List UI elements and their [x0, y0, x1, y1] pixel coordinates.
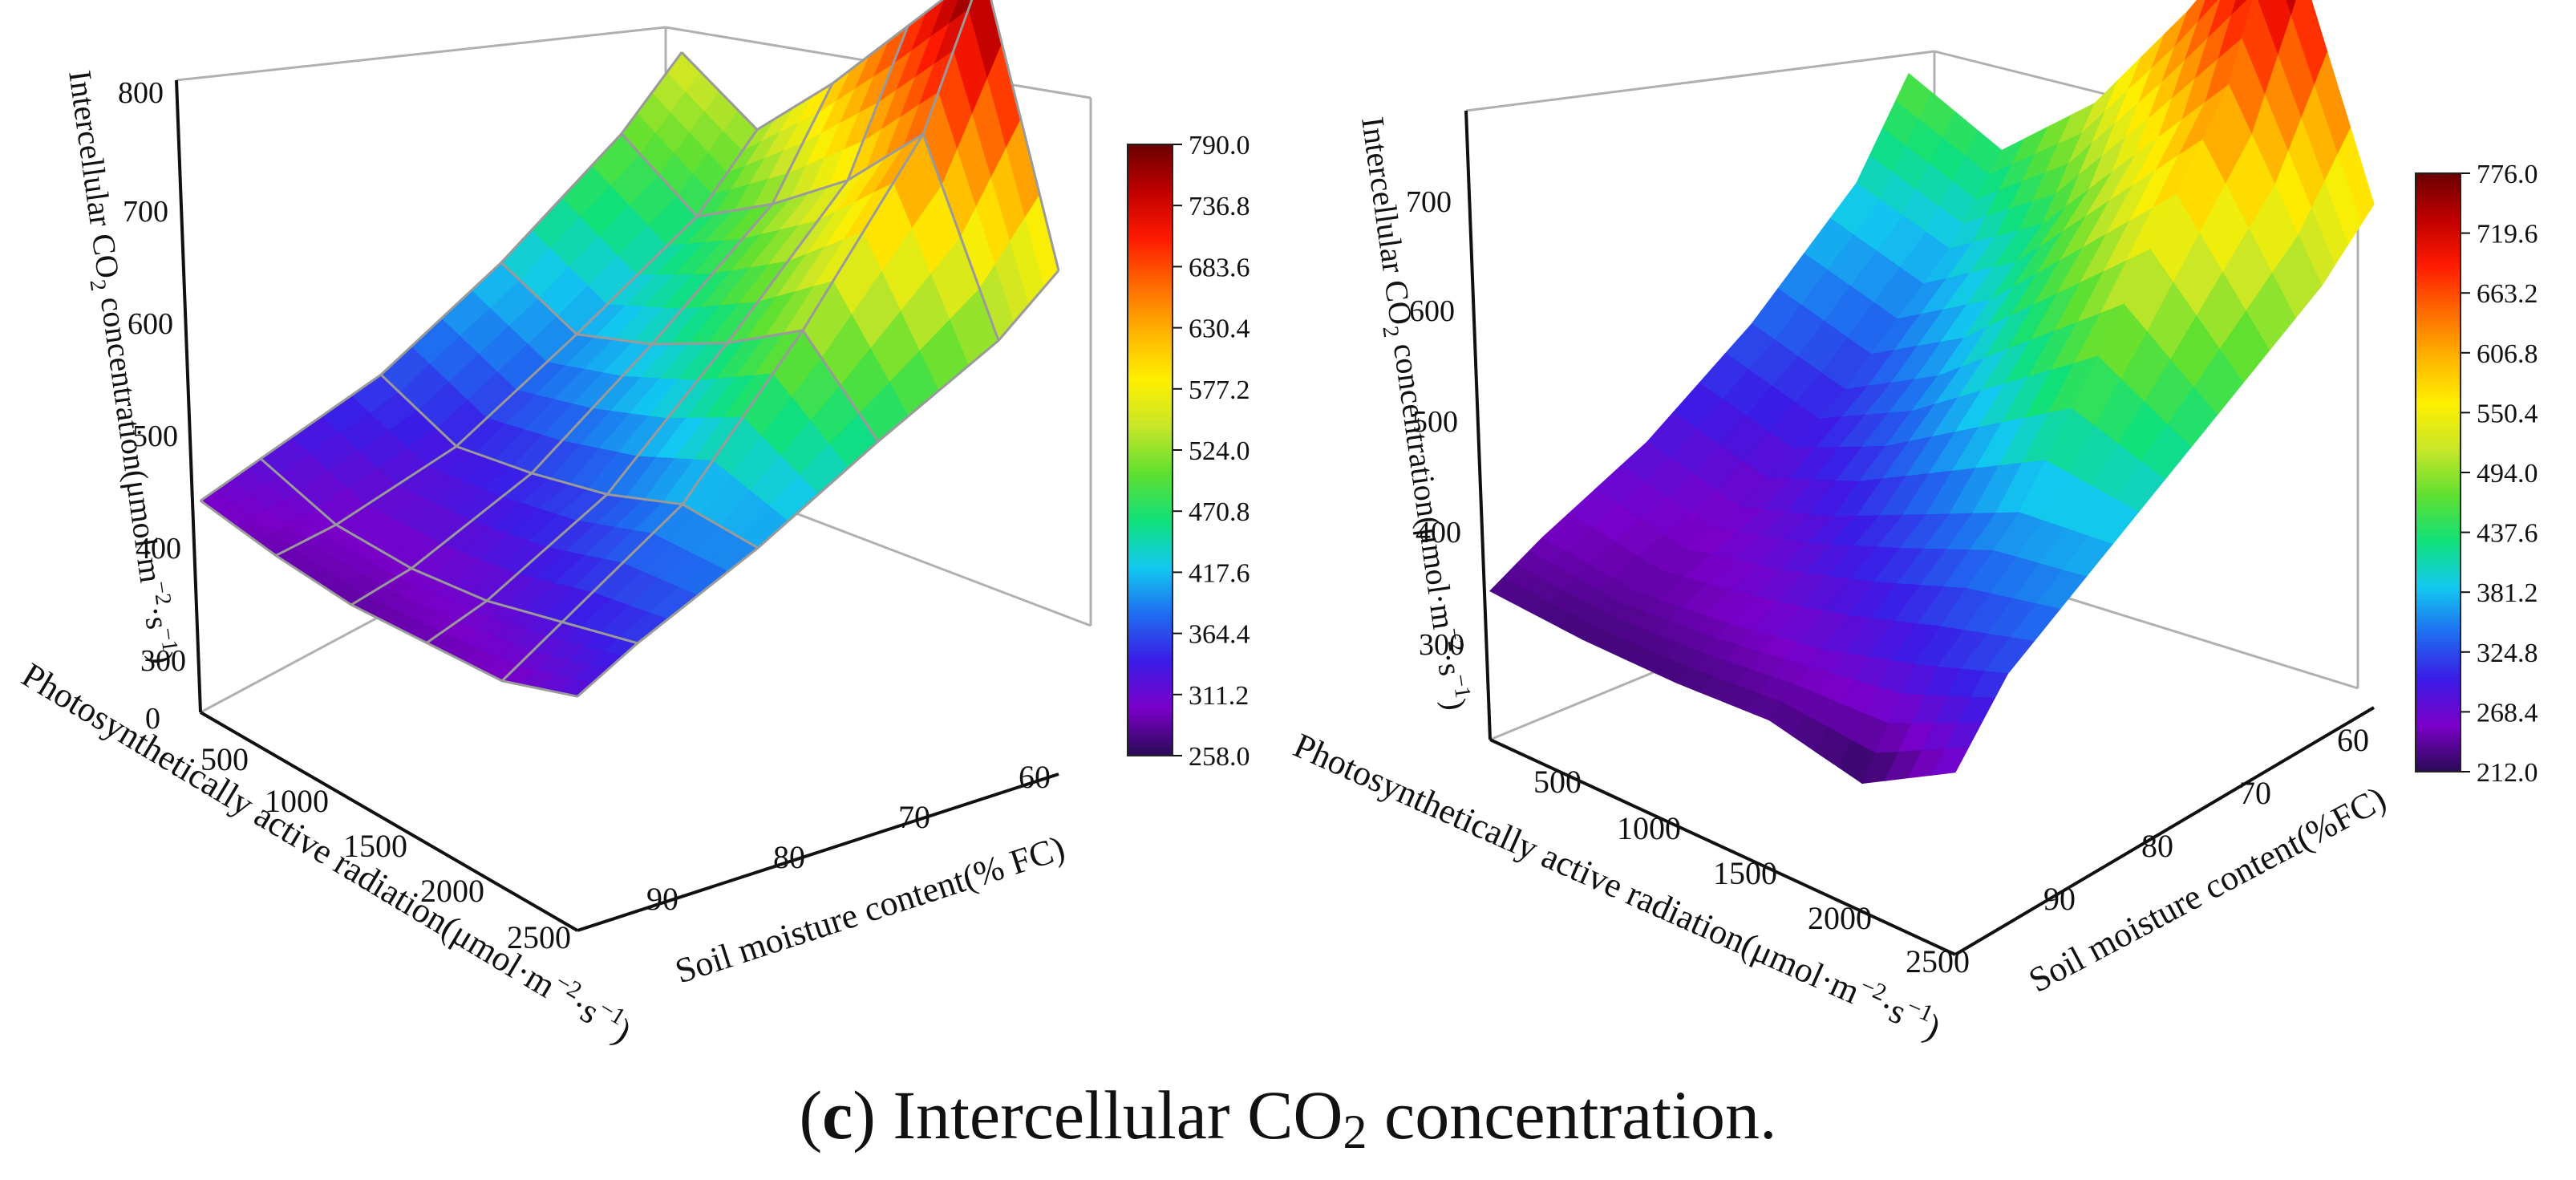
mesh-line [577, 270, 1060, 698]
x-tick-label: 1000 [1617, 810, 1681, 846]
colorbar-ticks: 790.0 736.8 683.6 630.4 577.2 524.0 470.8 417.6… [1173, 131, 1250, 772]
colorbar-tick-label: 381.2 [2477, 578, 2538, 608]
x-axis-line [1489, 738, 1956, 956]
z-axis-line [1464, 110, 1492, 740]
x-tick-label: 1500 [343, 828, 407, 864]
y-axis-label: Soil moisture content(%FC) [2023, 779, 2392, 1000]
y-tick-label: 80 [2141, 828, 2173, 864]
colorbar-tick-label: 470.8 [1189, 497, 1250, 527]
colorbar-gradient [2415, 172, 2461, 772]
z-tick-label: 400 [136, 532, 181, 566]
colorbar-tick-label: 437.6 [2477, 519, 2538, 549]
colorbar-tick-label: 606.8 [2477, 339, 2538, 369]
z-tick-label: 500 [132, 420, 178, 453]
x-tick-label: 2500 [1906, 943, 1970, 979]
colorbar-tick-label: 577.2 [1189, 375, 1250, 405]
mesh-line [426, 25, 909, 644]
colorbar-tick-label: 550.4 [2477, 399, 2538, 428]
mesh-line [275, 128, 759, 557]
y-axis: 60 70 80 90 Soil moisture content(% FC) [577, 759, 1069, 991]
mesh-line [620, 132, 1000, 342]
y-tick-label: 70 [898, 799, 930, 835]
box-edge [1465, 50, 1935, 112]
colorbar-tick-label: 776.0 [2477, 160, 2538, 189]
z-tick-label: 300 [140, 644, 186, 678]
y-tick-label: 90 [646, 881, 678, 917]
mesh-line [500, 0, 974, 682]
surface [199, 0, 1060, 698]
colorbar-tick-label: 663.2 [2477, 279, 2538, 309]
y-tick-label: 60 [2337, 722, 2369, 758]
colorbar-tick-label: 364.4 [1189, 620, 1250, 650]
surface-plot-right: 300 400 500 600 700 Intercellular CO2 co… [1288, 0, 2538, 1048]
colorbar-tick-label: 324.8 [2477, 639, 2538, 668]
y-axis-label: Soil moisture content(% FC) [670, 828, 1070, 991]
y-axis: 60 70 80 90 Soil moisture content(%FC) [1954, 706, 2392, 1000]
z-tick-label: 800 [118, 76, 164, 110]
mesh-line [200, 51, 683, 502]
x-axis-line [199, 711, 579, 932]
x-tick-label: 2000 [420, 873, 484, 909]
mesh-line [200, 499, 578, 698]
colorbar-tick-label: 630.4 [1189, 314, 1250, 344]
z-tick-label: 0 [145, 702, 160, 736]
figure-caption: (c) Intercellular CO2 concentration. [799, 1077, 1777, 1158]
colorbar-tick-label: 683.6 [1189, 253, 1250, 282]
x-tick-label: 1000 [265, 783, 329, 819]
z-tick-label: 700 [1406, 185, 1452, 219]
x-tick-label: 1500 [1713, 855, 1777, 891]
z-axis-label: Intercellular CO2 concentration(μmol·m−2… [55, 67, 184, 667]
surface-patch [1930, 747, 1970, 776]
colorbar-tick-label: 212.0 [2477, 758, 2538, 788]
y-tick-label: 80 [773, 839, 805, 875]
mesh-line [350, 83, 834, 606]
colorbar-tick-label: 268.4 [2477, 698, 2538, 728]
mesh-line [260, 457, 638, 645]
colorbar: 776.0 719.6 663.2 606.8 550.4 494.0 437.6 381.2… [2415, 160, 2538, 788]
z-axis-line [175, 79, 202, 713]
colorbar-tick-label: 417.6 [1189, 558, 1250, 588]
y-tick-label: 70 [2239, 775, 2271, 811]
colorbar-gradient [1127, 144, 1173, 756]
x-tick-label: 500 [200, 741, 249, 777]
colorbar-tick-label: 258.0 [1189, 742, 1250, 772]
x-axis: 500 1000 1500 2000 2500 Photosynthetical… [15, 651, 640, 1052]
colorbar-tick-label: 524.0 [1189, 436, 1250, 466]
colorbar-tick-label: 719.6 [2477, 220, 2538, 249]
surface [1489, 0, 2375, 785]
surface-plot-left: 0 300 400 500 600 700 800 Intercellular … [15, 0, 1250, 1051]
colorbar-tick-label: 736.8 [1189, 192, 1250, 221]
y-tick-label: 90 [2043, 881, 2076, 917]
mesh-line [379, 374, 759, 549]
z-tick-label: 600 [1409, 294, 1455, 328]
box-edge [176, 26, 666, 82]
x-axis-label: Photosynthetically active radiation(μmol… [15, 651, 640, 1051]
z-tick-label: 600 [128, 307, 173, 341]
x-tick-label: 500 [1533, 764, 1582, 800]
colorbar-tick-label: 494.0 [2477, 459, 2538, 489]
z-axis: 0 300 400 500 600 700 800 Intercellular … [55, 67, 202, 736]
colorbar-tick-label: 790.0 [1189, 131, 1250, 160]
y-tick-label: 60 [1019, 759, 1051, 795]
x-tick-label: 2000 [1808, 900, 1872, 936]
mesh-line [500, 262, 880, 443]
colorbar-ticks: 776.0 719.6 663.2 606.8 550.4 494.0 437.6 381.2… [2461, 160, 2538, 788]
y-axis-line [1954, 706, 2376, 956]
z-tick-label: 300 [1419, 628, 1464, 662]
mesh-line [680, 0, 1060, 271]
z-tick-label: 700 [123, 195, 168, 229]
z-tick-label: 500 [1412, 405, 1458, 439]
z-axis: 300 400 500 600 700 Intercellular CO2 co… [1355, 110, 1492, 740]
y-axis-line [577, 772, 1059, 932]
x-tick-label: 2500 [507, 919, 571, 955]
colorbar: 790.0 736.8 683.6 630.4 577.2 524.0 470.8 417.6… [1127, 131, 1250, 772]
z-tick-label: 400 [1416, 516, 1461, 549]
colorbar-tick-label: 311.2 [1189, 681, 1249, 711]
